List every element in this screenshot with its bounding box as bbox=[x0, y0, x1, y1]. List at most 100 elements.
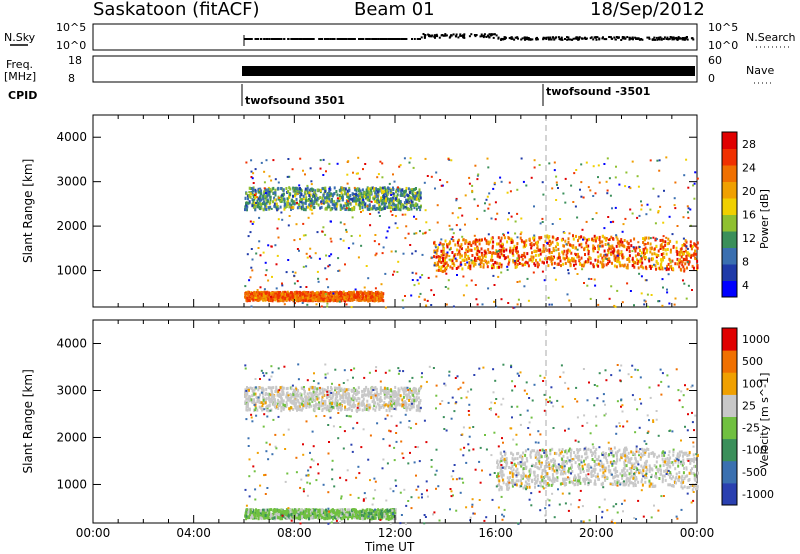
echo-cell bbox=[643, 238, 646, 242]
echo-cell bbox=[479, 265, 482, 269]
echo-cell bbox=[603, 163, 606, 165]
nsky-point bbox=[455, 35, 458, 38]
echo-cell bbox=[575, 234, 577, 238]
echo-cell bbox=[357, 408, 360, 412]
echo-cell bbox=[394, 215, 397, 218]
echo-cell bbox=[457, 238, 460, 242]
echo-cell bbox=[380, 189, 383, 193]
echo-cell bbox=[366, 399, 369, 403]
echo-cell bbox=[415, 232, 418, 235]
echo-cell bbox=[317, 203, 320, 207]
echo-cell bbox=[358, 187, 361, 191]
echo-cell bbox=[276, 393, 279, 397]
echo-cell bbox=[259, 187, 262, 191]
echo-cell bbox=[493, 183, 496, 186]
echo-cell bbox=[304, 403, 307, 407]
echo-cell bbox=[445, 303, 448, 306]
echo-cell bbox=[520, 262, 523, 265]
echo-cell bbox=[604, 243, 607, 246]
echo-cell bbox=[460, 243, 463, 247]
echo-cell bbox=[618, 260, 621, 264]
echo-cell bbox=[365, 385, 368, 389]
echo-cell bbox=[279, 205, 282, 209]
echo-cell bbox=[326, 196, 329, 200]
echo-cell bbox=[611, 246, 614, 249]
echo-cell bbox=[259, 196, 262, 199]
echo-cell bbox=[574, 267, 577, 270]
echo-cell bbox=[305, 296, 307, 300]
nsky-point bbox=[567, 38, 570, 41]
echo-cell bbox=[356, 298, 359, 302]
echo-cell bbox=[395, 207, 398, 211]
echo-cell bbox=[433, 255, 435, 259]
echo-cell bbox=[348, 400, 351, 403]
echo-cell bbox=[252, 200, 255, 204]
echo-cell bbox=[347, 208, 350, 212]
echo-cell bbox=[512, 458, 515, 462]
echo-cell bbox=[665, 156, 668, 159]
echo-cell bbox=[409, 195, 412, 199]
echo-cell bbox=[694, 249, 696, 253]
echo-cell bbox=[274, 244, 277, 247]
echo-cell bbox=[315, 201, 318, 205]
echo-cell bbox=[248, 408, 251, 412]
echo-cell bbox=[254, 294, 257, 298]
echo-cell bbox=[496, 265, 499, 269]
echo-cell bbox=[347, 195, 350, 199]
echo-cell bbox=[391, 401, 394, 405]
echo-cell bbox=[490, 258, 492, 262]
echo-cell bbox=[270, 393, 272, 397]
echo-cell bbox=[676, 225, 679, 227]
echo-cell bbox=[320, 398, 323, 402]
echo-cell bbox=[642, 251, 645, 255]
echo-cell bbox=[252, 193, 255, 197]
echo-cell bbox=[614, 256, 617, 260]
echo-cell bbox=[686, 247, 689, 250]
echo-cell bbox=[395, 195, 398, 199]
echo-cell bbox=[405, 402, 408, 406]
echo-cell bbox=[434, 244, 437, 247]
echo-cell bbox=[626, 263, 629, 267]
echo-cell bbox=[359, 290, 362, 294]
echo-cell bbox=[366, 205, 369, 208]
echo-cell bbox=[395, 398, 398, 402]
echo-cell bbox=[362, 402, 365, 406]
echo-cell bbox=[419, 230, 421, 233]
echo-cell bbox=[366, 198, 369, 202]
echo-cell bbox=[564, 201, 567, 204]
echo-cell bbox=[489, 240, 492, 244]
echo-cell bbox=[366, 406, 369, 410]
echo-cell bbox=[342, 298, 345, 302]
echo-cell bbox=[341, 193, 344, 197]
echo-cell bbox=[693, 197, 696, 200]
echo-cell bbox=[273, 191, 276, 195]
echo-cell bbox=[266, 198, 269, 202]
echo-cell bbox=[608, 238, 610, 241]
echo-cell bbox=[614, 176, 617, 179]
echo-cell bbox=[339, 397, 342, 401]
echo-cell bbox=[344, 202, 347, 206]
echo-cell bbox=[449, 246, 452, 250]
echo-cell bbox=[483, 260, 486, 263]
echo-cell bbox=[464, 253, 467, 257]
echo-cell bbox=[403, 190, 406, 193]
echo-cell bbox=[441, 253, 444, 257]
echo-cell bbox=[492, 187, 495, 190]
echo-cell bbox=[270, 295, 272, 298]
echo-cell bbox=[547, 264, 550, 268]
echo-cell bbox=[645, 213, 648, 216]
echo-cell bbox=[492, 274, 495, 277]
echo-cell bbox=[355, 295, 358, 299]
echo-cell bbox=[631, 250, 634, 253]
nsky-point bbox=[455, 33, 458, 36]
echo-cell bbox=[456, 252, 459, 256]
echo-cell bbox=[438, 265, 441, 269]
nsky-point bbox=[445, 34, 448, 37]
echo-cell bbox=[377, 299, 380, 303]
echo-cell bbox=[312, 193, 315, 197]
echo-cell bbox=[258, 298, 261, 302]
echo-cell bbox=[296, 192, 299, 195]
nsky-point bbox=[311, 38, 313, 40]
echo-cell bbox=[649, 242, 652, 246]
echo-cell bbox=[282, 192, 285, 196]
